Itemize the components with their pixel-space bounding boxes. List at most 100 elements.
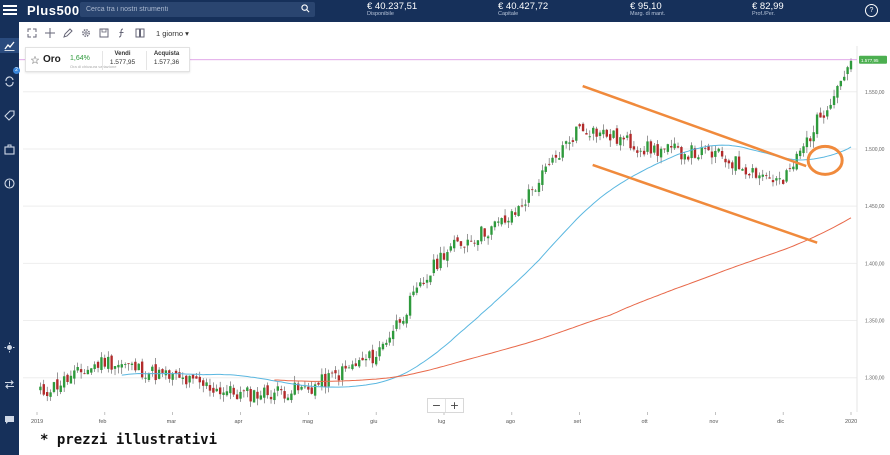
candle-body [581, 123, 585, 132]
candle-body [371, 349, 374, 364]
x-tick-label: ago [506, 419, 515, 425]
search-input[interactable] [86, 3, 296, 16]
tag-icon[interactable] [2, 108, 17, 123]
candle-body [273, 392, 276, 401]
candle-body [218, 387, 222, 395]
candle-body [514, 212, 517, 215]
menu-icon[interactable] [2, 3, 18, 19]
candle-body [524, 204, 527, 206]
x-tick-label: 2019 [31, 419, 43, 425]
candle-body [425, 279, 429, 283]
search-icon[interactable] [301, 4, 310, 13]
candle-body [809, 138, 812, 142]
buy-quote[interactable]: Acquista 1.577,36 [146, 51, 186, 70]
y-tick-label: 1.300,00 [865, 376, 885, 382]
candle-body [734, 156, 737, 171]
stat-value: € 95,10 [630, 1, 662, 12]
candle-body [544, 166, 547, 172]
candle-body [812, 132, 815, 142]
instrument-panel[interactable]: Oro 1,64% Ora di chiusura variazione Ven… [25, 47, 190, 72]
candle-body [771, 180, 775, 183]
candle-body [693, 147, 697, 158]
candle-body [490, 226, 493, 235]
candle-body [619, 137, 622, 146]
candle-body [113, 366, 117, 369]
timeframe-selector[interactable]: 1 giorno ▾ [156, 28, 189, 38]
candle-body [334, 370, 337, 374]
candle-body [846, 67, 849, 75]
candle-body [300, 386, 303, 390]
current-price-label: 1.577,95 [861, 58, 879, 63]
refresh-icon[interactable] [2, 74, 17, 89]
candle-body [605, 129, 608, 137]
candle-body [388, 337, 391, 343]
logo: Plus500 [27, 3, 80, 18]
candle-body [761, 174, 765, 177]
candle-body [798, 150, 802, 157]
candle-body [62, 376, 66, 388]
candle-body [598, 132, 602, 137]
star-icon[interactable] [31, 56, 39, 64]
candle-body [96, 361, 100, 368]
chat-icon[interactable] [2, 412, 17, 427]
sell-quote[interactable]: Vendi 1.577,95 [102, 51, 142, 70]
stat-label: Prof./Per. [752, 11, 775, 17]
help-button[interactable]: ? [865, 4, 878, 17]
candle-body [344, 365, 347, 369]
settings-icon[interactable] [80, 28, 91, 39]
stat-profit-loss: € 82,99 Prof./Per. [752, 1, 784, 17]
x-tick-label: dic [777, 419, 784, 425]
candle-body [480, 226, 483, 242]
dollar-icon[interactable] [2, 176, 17, 191]
candle-body [744, 167, 748, 175]
candle-body [303, 386, 307, 388]
brightness-icon[interactable] [2, 340, 17, 355]
candle-body [602, 129, 605, 135]
buy-label: Acquista [153, 51, 180, 57]
candle-body [575, 126, 578, 141]
function-icon[interactable] [116, 28, 127, 39]
zoom-out-button[interactable]: − [428, 399, 446, 412]
candle-body [415, 287, 419, 293]
candle-body [107, 356, 110, 369]
candle-body [368, 351, 371, 359]
x-tick-label: ott [642, 419, 649, 425]
candle-body [497, 221, 500, 223]
candle-body [839, 80, 843, 87]
x-tick-label: feb [99, 419, 107, 425]
candle-body [168, 370, 171, 379]
candle-body [663, 148, 666, 150]
candle-body [720, 150, 724, 157]
candle-body [385, 342, 388, 345]
candle-body [849, 60, 853, 70]
candle-body [215, 388, 218, 392]
candle-body [337, 375, 341, 381]
candle-body [330, 372, 334, 374]
briefcase-icon[interactable] [2, 142, 17, 157]
crosshair-icon[interactable] [44, 28, 55, 39]
candle-body [408, 295, 412, 316]
expand-icon[interactable] [26, 28, 37, 39]
zoom-in-button[interactable]: + [446, 399, 463, 412]
pencil-icon[interactable] [62, 28, 73, 39]
layout-icon[interactable] [134, 28, 145, 39]
candle-body [120, 364, 123, 368]
footnote: * prezzi illustrativi [40, 432, 218, 448]
candle-body [547, 163, 551, 165]
save-icon[interactable] [98, 28, 109, 39]
candle-body [622, 137, 625, 140]
breakout-circle [806, 144, 844, 176]
candle-body [86, 369, 90, 375]
candle-body [527, 189, 530, 203]
candle-body [792, 166, 795, 170]
chart-icon[interactable] [0, 38, 19, 53]
candle-body [754, 168, 758, 178]
stat-capital: € 40.427,72 Capitale [498, 1, 548, 17]
candle-body [517, 206, 520, 216]
candle-body [829, 104, 832, 109]
search-box[interactable] [80, 2, 315, 17]
stat-label: Capitale [498, 11, 519, 17]
switch-arrows-icon[interactable] [2, 377, 17, 392]
price-chart[interactable]: 1.550,00 1.500,00 1.450,00 1.400,00 1.350,00… [19, 42, 890, 430]
candle-body [395, 320, 398, 329]
